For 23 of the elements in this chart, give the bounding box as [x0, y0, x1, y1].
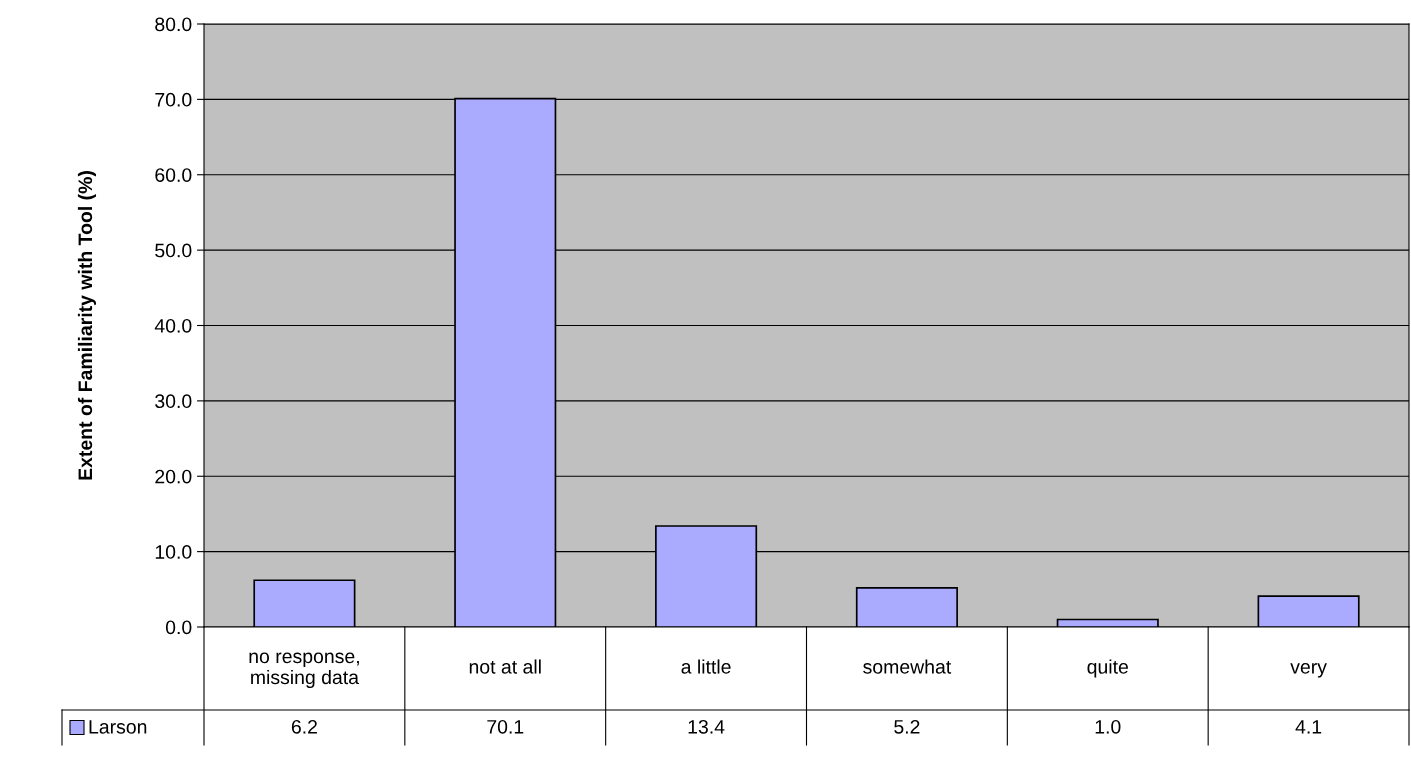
data-label: 1.0 — [1095, 719, 1121, 734]
y-tick-label: 60.0 — [155, 168, 192, 182]
data-label: 5.2 — [894, 719, 920, 734]
data-label: 6.2 — [291, 719, 317, 734]
y-tick-label: 50.0 — [155, 243, 192, 258]
data-label: 4.1 — [1295, 720, 1322, 734]
x-tick-label: very — [1290, 663, 1327, 678]
y-tick-label: 30.0 — [155, 394, 192, 409]
y-tick-label: 0.0 — [165, 620, 192, 635]
y-axis-title: Extent of Familiarity with Tool (%) — [77, 171, 97, 480]
y-tick-label: 10.0 — [155, 545, 192, 559]
x-tick-label: no response, missing data — [249, 652, 359, 689]
y-tick-label: 70.0 — [155, 92, 192, 107]
data-label: 70.1 — [487, 719, 524, 734]
x-tick-label: a little — [681, 659, 731, 674]
x-tick-label: quite — [1087, 659, 1128, 678]
y-tick-label: 40.0 — [154, 318, 192, 333]
legend-label: Larson — [89, 720, 147, 734]
y-tick-label: 80.0 — [155, 17, 192, 32]
x-tick-label: not at all — [469, 659, 541, 674]
y-tick-label: 20.0 — [155, 469, 192, 484]
x-tick-label: somewhat — [863, 659, 952, 674]
data-label: 13.4 — [688, 719, 725, 734]
